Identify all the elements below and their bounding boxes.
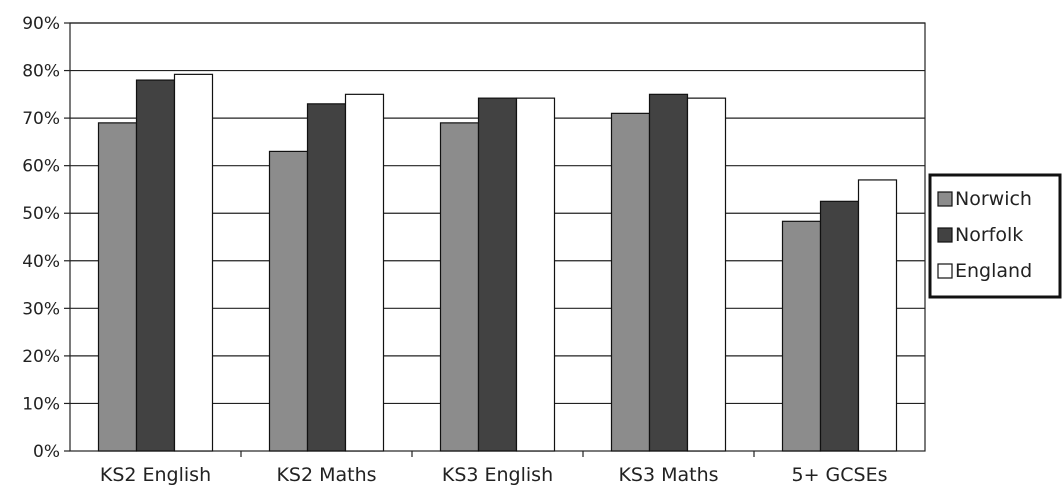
y-tick-label: 40% [22, 252, 60, 272]
bars [97, 73, 898, 452]
legend-label-norfolk: Norfolk [955, 224, 1023, 246]
bar-england-2 [515, 97, 556, 452]
bar-norwich-3 [610, 112, 651, 452]
legend-swatch-england [937, 263, 953, 279]
y-tick-label: 70% [22, 109, 60, 129]
legend-label-norwich: Norwich [955, 188, 1032, 210]
bar-norfolk-1 [306, 103, 347, 452]
bar-england-0 [173, 73, 214, 452]
bar-england-1 [344, 93, 385, 452]
bar-norfolk-0 [135, 79, 176, 452]
y-tick-label: 20% [22, 347, 60, 367]
y-tick-label: 50% [22, 204, 60, 224]
y-tick-label: 80% [22, 62, 60, 82]
bar-england-4 [857, 179, 898, 452]
bar-norfolk-2 [477, 97, 518, 452]
axes: 0% 10% 20% 30% 40% 50% 60% 70% 80% 90% KS2 English… [22, 14, 887, 486]
y-tick-label: 90% [22, 14, 60, 34]
bar-england-3 [686, 97, 727, 452]
y-tick-label: 60% [22, 157, 60, 177]
legend-swatch-norwich [937, 191, 953, 207]
x-tick-label: KS3 English [442, 464, 553, 486]
bar-norwich-4 [781, 220, 822, 452]
y-tick-label: 10% [22, 394, 60, 414]
bar-norwich-1 [268, 150, 309, 452]
x-tick-label: KS2 English [100, 464, 211, 486]
bar-norfolk-3 [648, 93, 689, 452]
y-tick-label: 0% [33, 442, 60, 462]
x-tick-label: KS3 Maths [618, 464, 718, 486]
legend-label-england: England [955, 260, 1032, 282]
x-tick-label: 5+ GCSEs [791, 464, 887, 486]
bar-norwich-0 [97, 122, 138, 452]
bar-norwich-2 [439, 122, 480, 452]
legend-swatch-norfolk [937, 227, 953, 243]
bar-norfolk-4 [819, 200, 860, 452]
y-tick-label: 30% [22, 299, 60, 319]
x-tick-label: KS2 Maths [276, 464, 376, 486]
legend: Norwich Norfolk England [928, 173, 1062, 299]
